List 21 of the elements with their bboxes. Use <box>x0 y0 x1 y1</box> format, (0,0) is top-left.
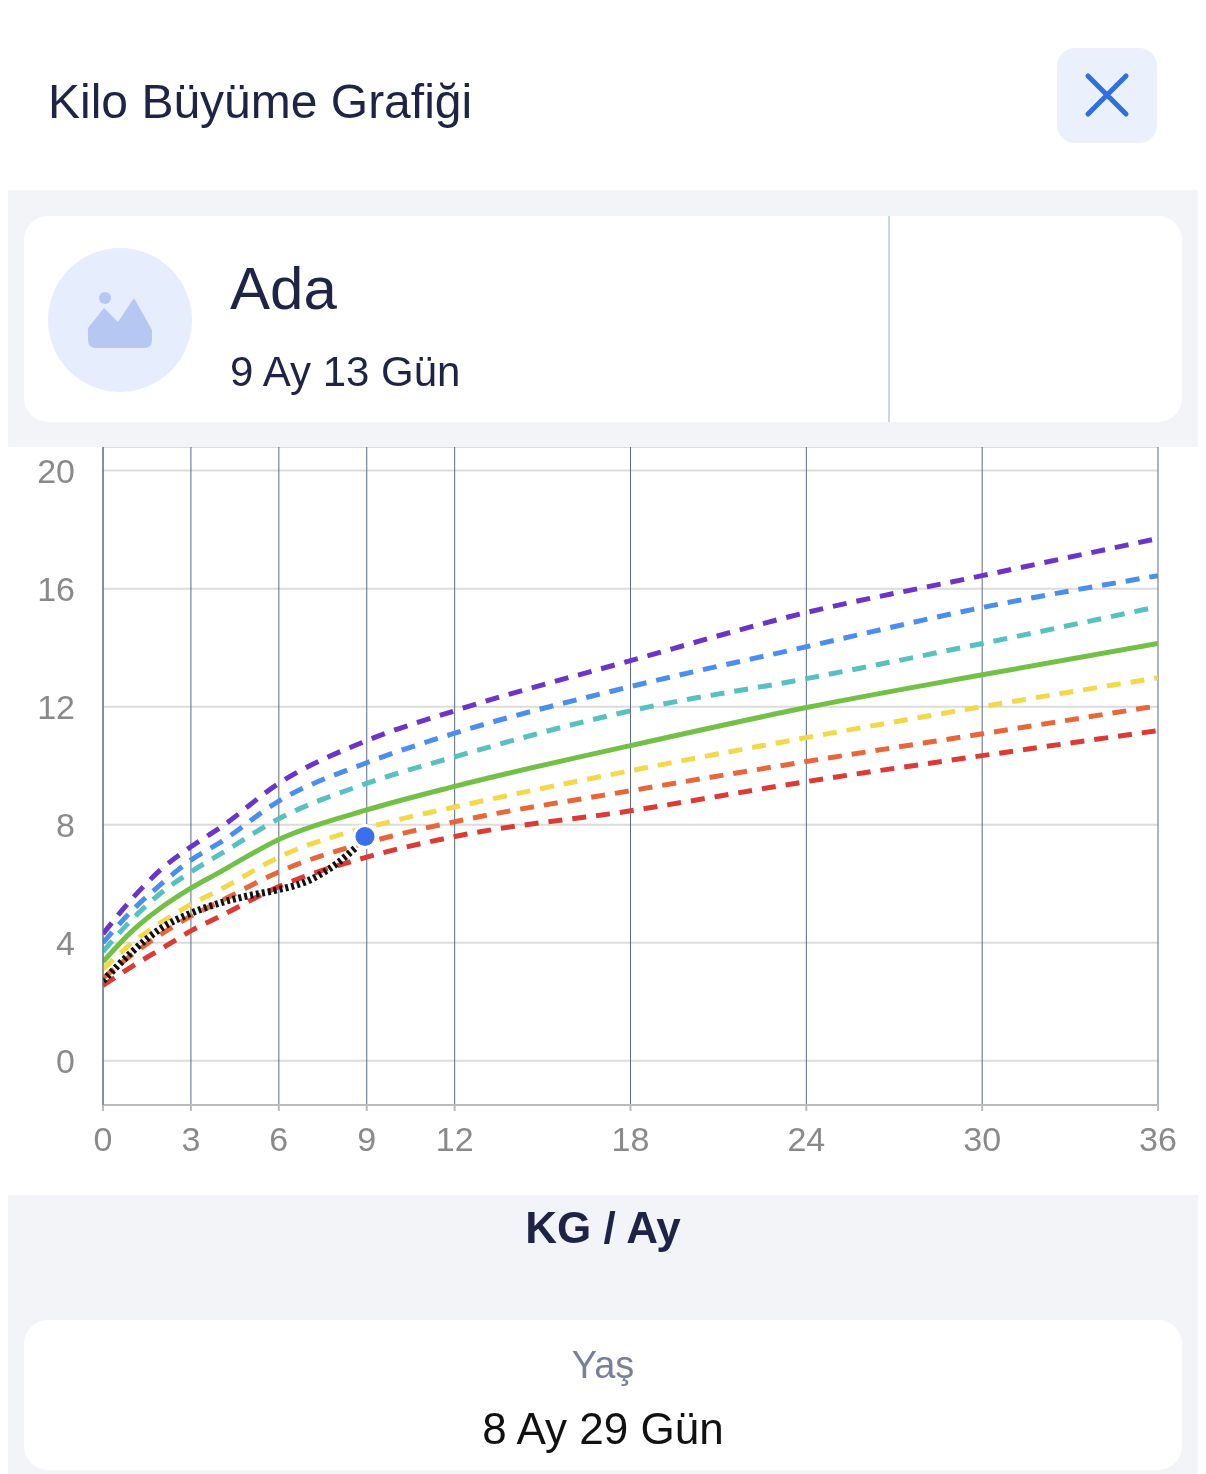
x-tick-label: 6 <box>269 1120 289 1159</box>
x-tick-label: 36 <box>1139 1120 1177 1159</box>
x-tick-label: 3 <box>181 1120 201 1159</box>
x-tick-label: 9 <box>357 1120 377 1159</box>
x-axis-title: KG / Ay <box>524 1203 682 1253</box>
x-tick-label: 12 <box>435 1120 474 1159</box>
y-tick-label: 8 <box>56 805 75 844</box>
y-tick-label: 20 <box>37 451 75 490</box>
y-tick-label: 12 <box>37 687 75 726</box>
y-tick-label: 4 <box>56 923 75 962</box>
text: Yaş <box>570 1344 636 1387</box>
x-tick-label: 30 <box>963 1120 1002 1159</box>
text: Ada <box>230 254 337 323</box>
chart-title: Kilo Büyüme Grafiği <box>48 74 473 129</box>
y-tick-label: 16 <box>37 569 75 608</box>
text: 9 Ay 13 Gün <box>230 348 461 396</box>
x-tick-label: 18 <box>611 1120 650 1159</box>
x-tick-label: 0 <box>93 1120 113 1159</box>
text: 8 Ay 29 Gün <box>481 1404 725 1454</box>
x-tick-label: 24 <box>787 1120 826 1159</box>
y-tick-label: 0 <box>56 1041 75 1080</box>
